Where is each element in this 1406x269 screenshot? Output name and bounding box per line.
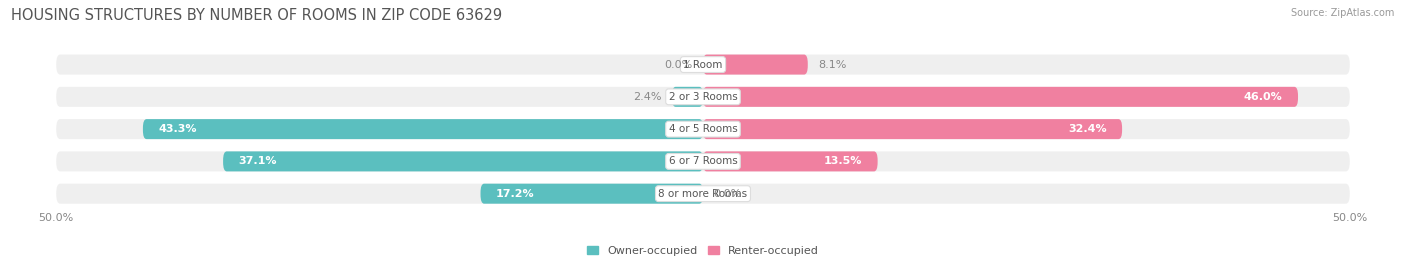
Text: 8.1%: 8.1%	[818, 59, 846, 70]
Text: 2.4%: 2.4%	[633, 92, 662, 102]
Text: 0.0%: 0.0%	[713, 189, 741, 199]
FancyBboxPatch shape	[56, 87, 1350, 107]
Text: Source: ZipAtlas.com: Source: ZipAtlas.com	[1291, 8, 1395, 18]
Text: 8 or more Rooms: 8 or more Rooms	[658, 189, 748, 199]
Text: 13.5%: 13.5%	[824, 156, 862, 167]
FancyBboxPatch shape	[703, 55, 808, 75]
Text: 17.2%: 17.2%	[496, 189, 534, 199]
Text: HOUSING STRUCTURES BY NUMBER OF ROOMS IN ZIP CODE 63629: HOUSING STRUCTURES BY NUMBER OF ROOMS IN…	[11, 8, 502, 23]
FancyBboxPatch shape	[143, 119, 703, 139]
Text: 46.0%: 46.0%	[1244, 92, 1282, 102]
FancyBboxPatch shape	[56, 119, 1350, 139]
FancyBboxPatch shape	[703, 87, 1298, 107]
Text: 37.1%: 37.1%	[239, 156, 277, 167]
FancyBboxPatch shape	[56, 151, 1350, 171]
Text: 4 or 5 Rooms: 4 or 5 Rooms	[669, 124, 737, 134]
Text: 32.4%: 32.4%	[1069, 124, 1107, 134]
Text: 0.0%: 0.0%	[665, 59, 693, 70]
FancyBboxPatch shape	[224, 151, 703, 171]
Text: 1 Room: 1 Room	[683, 59, 723, 70]
Text: 43.3%: 43.3%	[159, 124, 197, 134]
FancyBboxPatch shape	[703, 151, 877, 171]
Text: 6 or 7 Rooms: 6 or 7 Rooms	[669, 156, 737, 167]
Legend: Owner-occupied, Renter-occupied: Owner-occupied, Renter-occupied	[586, 246, 820, 256]
FancyBboxPatch shape	[56, 55, 1350, 75]
FancyBboxPatch shape	[56, 184, 1350, 204]
FancyBboxPatch shape	[481, 184, 703, 204]
FancyBboxPatch shape	[703, 119, 1122, 139]
Text: 2 or 3 Rooms: 2 or 3 Rooms	[669, 92, 737, 102]
FancyBboxPatch shape	[672, 87, 703, 107]
